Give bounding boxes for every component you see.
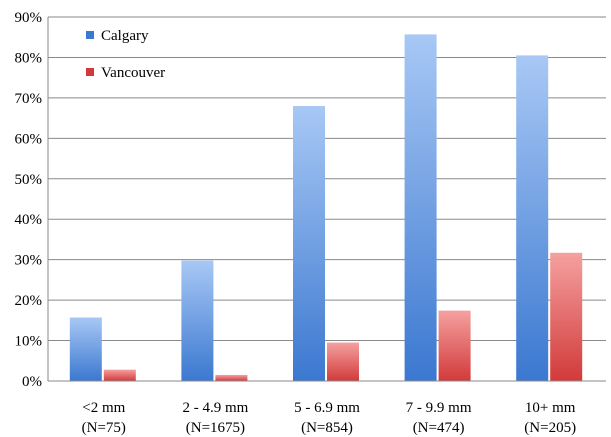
x-tick-label: 5 - 6.9 mm [294, 400, 360, 416]
x-tick-label: (N=205) [524, 420, 576, 436]
axes [47, 17, 606, 382]
x-tick-label: 2 - 4.9 mm [182, 400, 248, 416]
x-tick-label: 7 - 9.9 mm [406, 400, 472, 416]
legend-swatch-vancouver [86, 68, 94, 76]
legend-label-calgary: Calgary [101, 28, 149, 44]
x-tick-label: (N=75) [82, 420, 126, 436]
bar-vancouver-0 [103, 369, 136, 381]
x-tick-label: (N=854) [301, 420, 353, 436]
bar-vancouver-3 [438, 310, 471, 381]
legend-swatch-calgary [86, 31, 94, 39]
bar-vancouver-4 [550, 252, 583, 381]
grid-lines [48, 16, 606, 342]
x-tick-labels: <2 mm (N=75) 2 - 4.9 mm (N=1675) 5 - 6.9 mm (… [82, 400, 576, 436]
y-tick-labels: 0% 10% 20% 30% 40% 50% 60% 70% 80% 90% [15, 10, 43, 390]
bar-calgary-1 [181, 260, 214, 381]
bar-vancouver-2 [327, 342, 359, 381]
bar-calgary-4 [516, 55, 549, 382]
y-tick-label: 90% [15, 10, 43, 26]
y-tick-label: 60% [15, 131, 43, 147]
y-tick-label: 50% [15, 172, 43, 188]
y-tick-label: 0% [22, 374, 42, 390]
y-tick-label: 10% [15, 334, 43, 350]
y-tick-label: 40% [15, 212, 43, 228]
y-tick-label: 80% [15, 50, 43, 66]
bar-calgary-3 [404, 34, 437, 381]
bars [69, 34, 583, 382]
y-tick-label: 20% [15, 293, 43, 309]
x-tick-label: 10+ mm [525, 400, 576, 416]
x-tick-label: <2 mm [82, 400, 125, 416]
bar-vancouver-1 [215, 374, 248, 381]
bar-calgary-0 [69, 317, 102, 381]
legend: Calgary Vancouver [86, 28, 165, 81]
x-tick-label: (N=1675) [186, 420, 245, 436]
y-tick-label: 70% [15, 91, 43, 107]
bar-calgary-2 [293, 105, 325, 381]
x-tick-label: (N=474) [413, 420, 465, 436]
y-tick-label: 30% [15, 253, 43, 269]
legend-label-vancouver: Vancouver [101, 65, 165, 81]
